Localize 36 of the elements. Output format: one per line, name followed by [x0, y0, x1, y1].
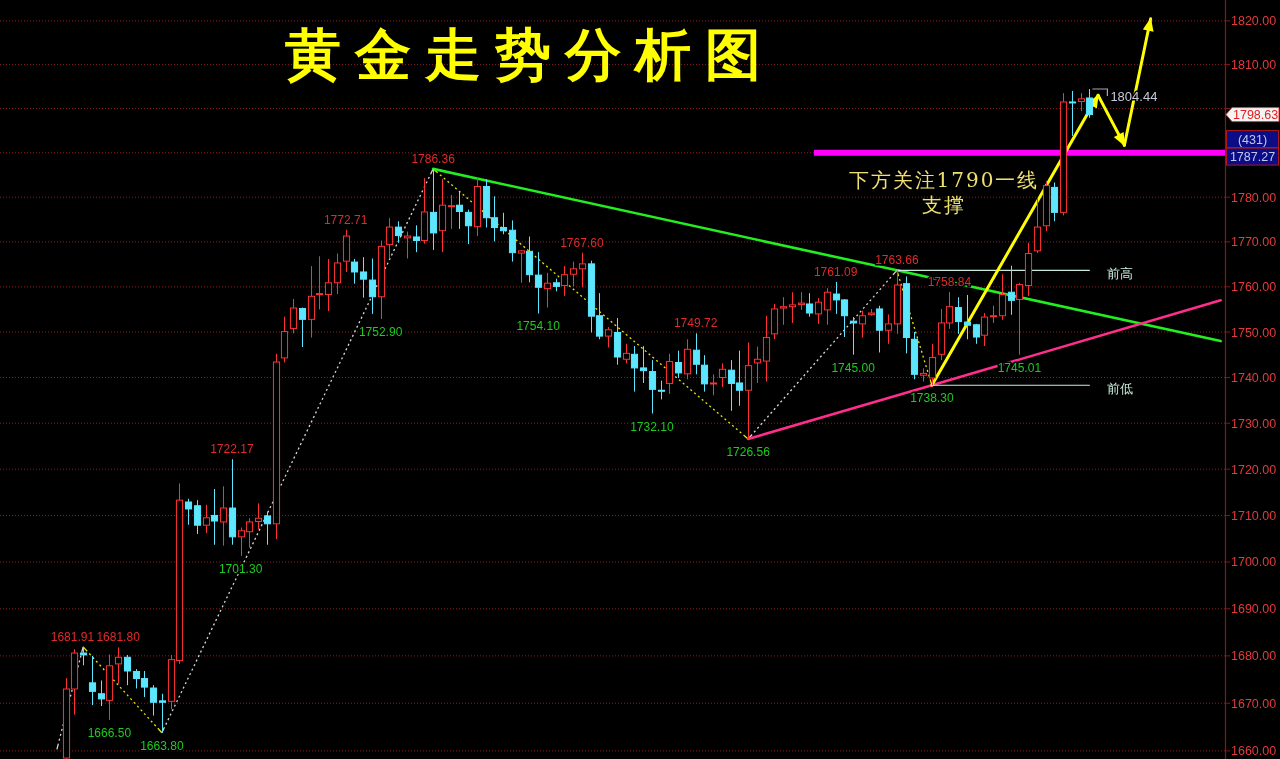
y-tick-label: 1740.00 [1231, 370, 1277, 385]
annotation: 1722.17 [210, 442, 254, 457]
annotation: 1681.80 [96, 630, 141, 645]
title: 黄金走势分析图 [285, 21, 775, 87]
annotation: 1738.30 [910, 391, 954, 406]
annotation: 1761.09 [813, 264, 858, 279]
y-tick-label: 1760.00 [1231, 280, 1277, 295]
annotation: 1763.66 [875, 253, 919, 268]
annotation: 1745.00 [831, 360, 876, 375]
annotation: 1752.90 [358, 324, 403, 339]
annotation: 1767.60 [560, 235, 604, 250]
annotation: 1745.01 [997, 360, 1042, 375]
annotation: 1786.36 [411, 151, 456, 166]
y-tick-label: 1780.00 [1231, 190, 1277, 205]
y-tick-label: 1810.00 [1231, 58, 1277, 73]
annotation: 1663.80 [140, 738, 184, 753]
annotation: 1726.56 [726, 445, 771, 459]
y-tick-label: 1750.00 [1231, 325, 1277, 340]
y-tick-label: 1720.00 [1231, 462, 1277, 477]
y-tick-label: 1820.00 [1231, 14, 1277, 29]
note: 下方关注1790一线支撑 [848, 167, 1040, 217]
annotation: 1666.50 [87, 725, 132, 740]
y-tick-label: 1660.00 [1231, 744, 1277, 759]
y-tick-label: 1730.00 [1231, 416, 1277, 431]
annotation: 1732.10 [630, 419, 674, 434]
y-tick-label: 1700.00 [1231, 555, 1277, 570]
y-tick-label: 1690.00 [1231, 602, 1277, 617]
y-tick-label: 1670.00 [1231, 696, 1277, 711]
annotation: 1749.72 [673, 316, 718, 331]
annotation: 1681.91 [50, 629, 95, 644]
annotation: 1754.10 [516, 319, 561, 334]
y-tick-label: 1710.00 [1231, 508, 1277, 523]
y-tick-label: 1770.00 [1231, 235, 1277, 250]
y-tick-label: 1680.00 [1231, 649, 1277, 664]
annotation: 1701.30 [218, 561, 263, 576]
annotation: 1772.71 [323, 212, 368, 227]
